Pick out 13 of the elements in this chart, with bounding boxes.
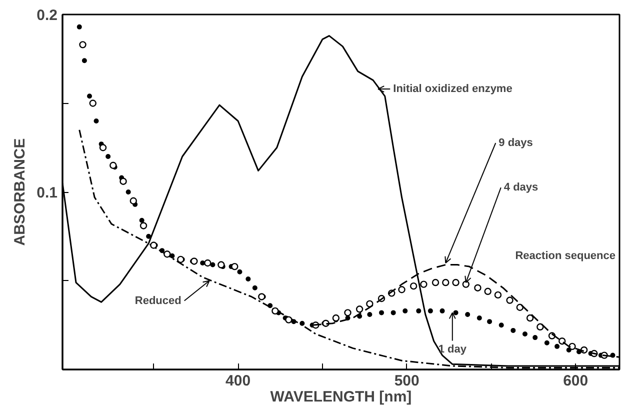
- annotation: 9 days: [498, 137, 533, 149]
- y-tick-label: 0.1: [36, 184, 58, 202]
- y-tick-label: 0.2: [36, 7, 58, 24]
- x-tick-label: 400: [226, 372, 251, 390]
- annotation: Initial oxidized enzyme: [393, 83, 512, 96]
- annotation: Reaction sequence: [515, 250, 616, 262]
- annotation: 4 days: [504, 182, 538, 194]
- x-tick-label: 600: [563, 372, 588, 390]
- annotation: 1 day: [438, 344, 468, 356]
- y-axis-title: ABSORBANCE: [12, 138, 29, 246]
- x-axis-title: WAVELENGTH [nm]: [270, 388, 412, 406]
- x-tick-label: 500: [394, 372, 420, 390]
- annotation: Reduced: [134, 294, 182, 307]
